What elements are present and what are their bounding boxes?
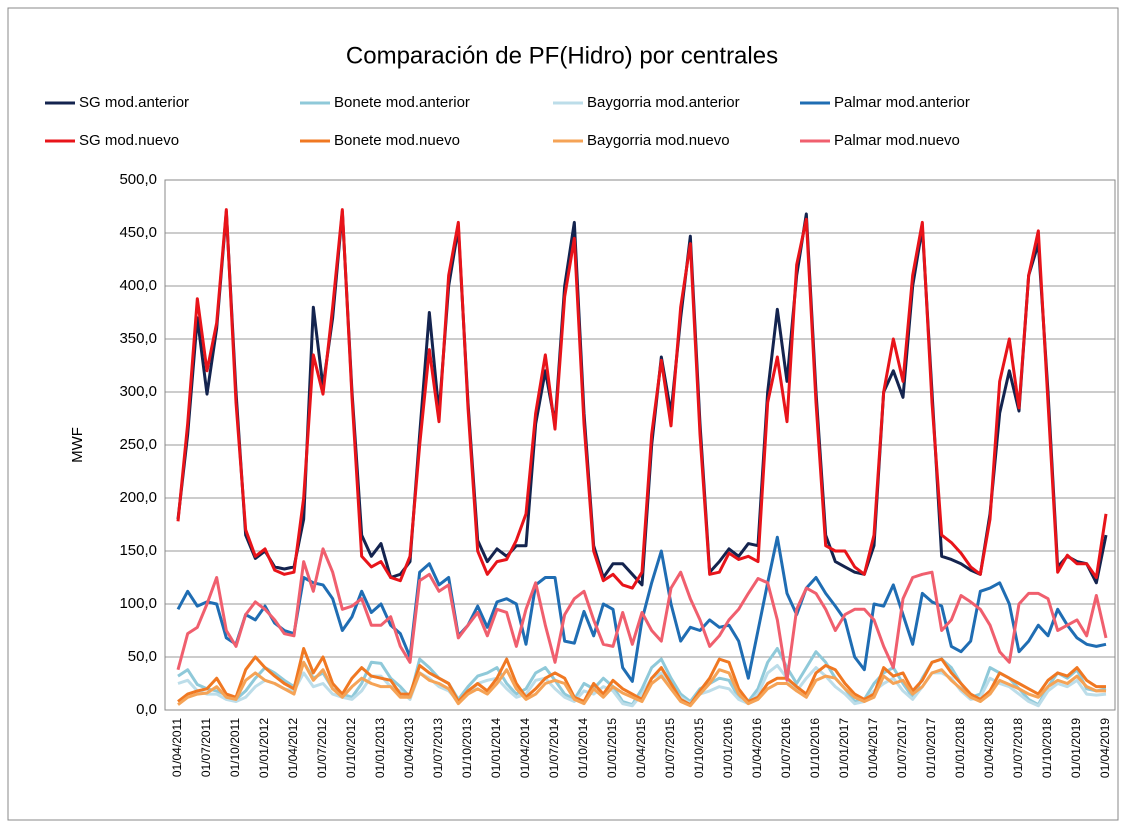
x-tick-label: 01/04/2016 bbox=[750, 718, 764, 778]
x-tick-label: 01/10/2017 bbox=[924, 718, 938, 778]
x-tick-label: 01/04/2013 bbox=[402, 718, 416, 778]
x-tick-label: 01/01/2017 bbox=[837, 718, 851, 778]
y-axis-label: MWF bbox=[69, 427, 86, 463]
x-tick-label: 01/04/2014 bbox=[518, 718, 532, 778]
y-tick-label: 350,0 bbox=[119, 330, 157, 347]
y-tick-label: 200,0 bbox=[119, 489, 157, 506]
x-tick-label: 01/07/2018 bbox=[1011, 718, 1025, 778]
x-tick-label: 01/10/2013 bbox=[460, 718, 474, 778]
x-tick-label: 01/01/2012 bbox=[257, 718, 271, 778]
plot-border bbox=[164, 179, 1116, 711]
series-line bbox=[176, 535, 1107, 683]
legend-label: Palmar mod.anterior bbox=[834, 94, 970, 111]
chart-border bbox=[7, 7, 1119, 821]
y-tick-label: 500,0 bbox=[119, 171, 157, 188]
x-tick-label: 01/04/2015 bbox=[634, 718, 648, 778]
x-tick-label: 01/04/2019 bbox=[1098, 718, 1112, 778]
x-tick-label: 01/07/2015 bbox=[663, 718, 677, 778]
y-tick-label: 450,0 bbox=[119, 224, 157, 241]
x-tick-label: 01/07/2012 bbox=[315, 718, 329, 778]
x-tick-label: 01/07/2014 bbox=[547, 718, 561, 778]
x-tick-label: 01/07/2013 bbox=[431, 718, 445, 778]
x-tick-label: 01/01/2018 bbox=[953, 718, 967, 778]
x-tick-label: 01/10/2011 bbox=[228, 718, 242, 777]
chart-title: Comparación de PF(Hidro) por centrales bbox=[346, 42, 778, 69]
x-tick-label: 01/10/2012 bbox=[344, 718, 358, 778]
legend-label: Bonete mod.nuevo bbox=[334, 132, 460, 149]
legend-label: Bonete mod.anterior bbox=[334, 94, 470, 111]
y-tick-label: 300,0 bbox=[119, 383, 157, 400]
x-tick-label: 01/04/2018 bbox=[982, 718, 996, 778]
x-tick-label: 01/04/2011 bbox=[170, 718, 184, 777]
x-tick-label: 01/01/2015 bbox=[605, 718, 619, 778]
x-tick-label: 01/10/2018 bbox=[1040, 718, 1054, 778]
x-tick-label: 01/04/2017 bbox=[866, 718, 880, 778]
legend-label: SG mod.anterior bbox=[79, 94, 189, 111]
y-tick-label: 400,0 bbox=[119, 277, 157, 294]
y-tick-label: 50,0 bbox=[128, 648, 157, 665]
x-tick-label: 01/01/2013 bbox=[373, 718, 387, 778]
legend-label: Palmar mod.nuevo bbox=[834, 132, 960, 149]
y-tick-label: 0,0 bbox=[136, 701, 157, 718]
x-tick-label: 01/01/2014 bbox=[489, 718, 503, 778]
series-line bbox=[176, 547, 1108, 682]
y-tick-label: 150,0 bbox=[119, 542, 157, 559]
x-tick-label: 01/01/2016 bbox=[721, 718, 735, 778]
y-tick-label: 100,0 bbox=[119, 595, 157, 612]
x-tick-label: 01/07/2011 bbox=[199, 718, 213, 777]
x-tick-label: 01/10/2014 bbox=[576, 718, 590, 778]
legend-label: Baygorria mod.anterior bbox=[587, 94, 740, 111]
legend-label: SG mod.nuevo bbox=[79, 132, 179, 149]
x-tick-label: 01/10/2016 bbox=[808, 718, 822, 778]
x-tick-label: 01/10/2015 bbox=[692, 718, 706, 778]
x-tick-label: 01/07/2017 bbox=[895, 718, 909, 778]
y-tick-label: 250,0 bbox=[119, 436, 157, 453]
x-tick-label: 01/07/2016 bbox=[779, 718, 793, 778]
x-tick-label: 01/04/2012 bbox=[286, 718, 300, 778]
x-tick-label: 01/01/2019 bbox=[1069, 718, 1083, 778]
series-line bbox=[176, 208, 1108, 590]
series-line bbox=[177, 660, 1106, 708]
legend-label: Baygorria mod.nuevo bbox=[587, 132, 730, 149]
